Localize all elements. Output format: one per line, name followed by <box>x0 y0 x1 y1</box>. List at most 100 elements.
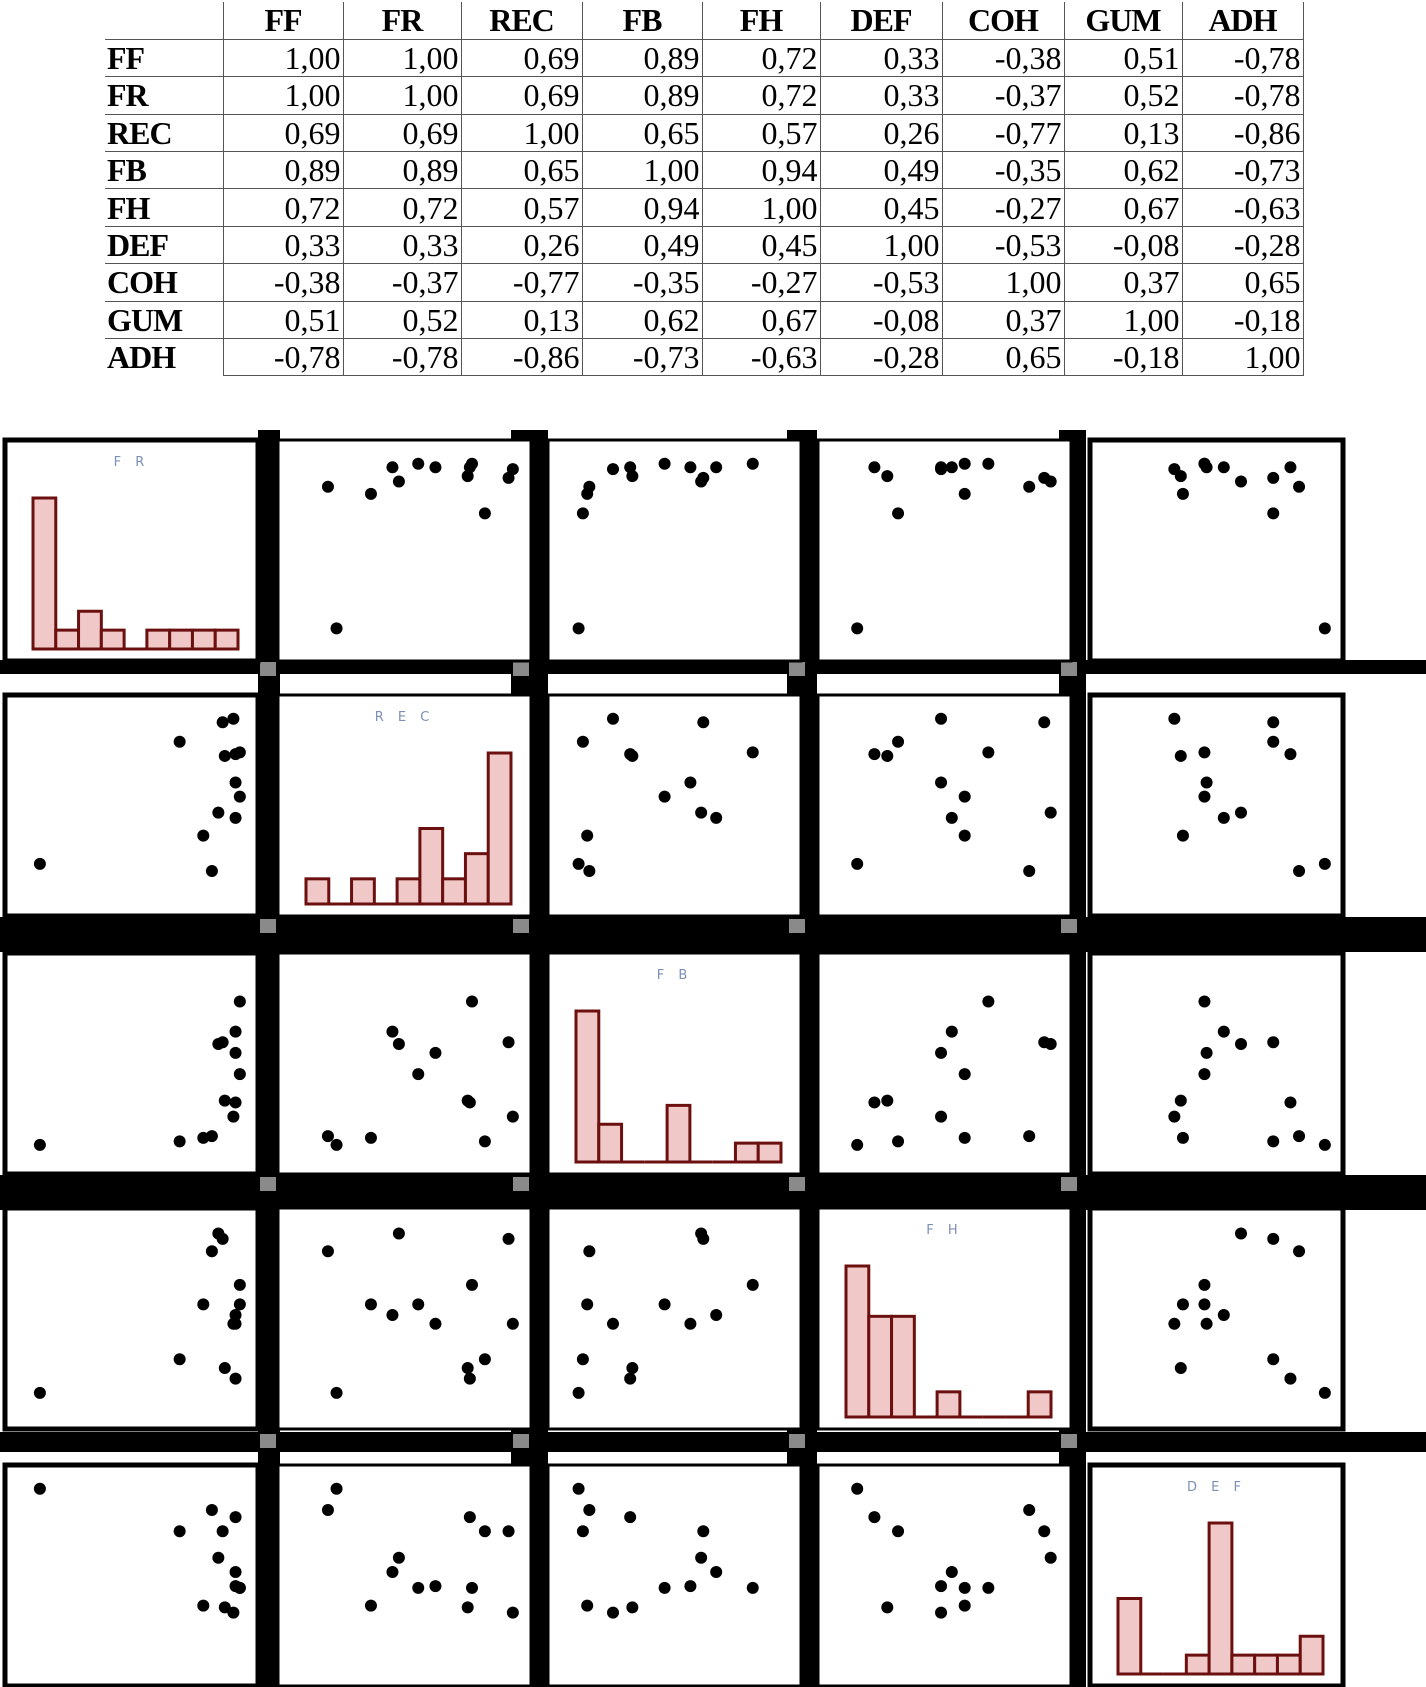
scatter-point <box>583 480 596 493</box>
panel-fr-rec <box>276 438 533 663</box>
scatter-point <box>1235 1227 1247 1240</box>
panel-def-fh <box>816 1463 1073 1687</box>
histogram-bar <box>1275 1653 1302 1676</box>
panel-fh-fr <box>2 1205 261 1432</box>
table-cell: 0,67 <box>701 301 820 340</box>
panel-fr-fr: F R <box>2 437 261 664</box>
scatter-point <box>466 1581 478 1594</box>
scatter-point <box>1198 995 1211 1008</box>
diagonal-variable-label: R E C <box>375 710 435 725</box>
scatter-point <box>227 1606 240 1619</box>
scatter-point <box>710 1565 723 1578</box>
table-row: REC 0,69 0,69 1,00 0,65 0,57 0,26 -0,77 0,13 -0,8… <box>105 114 1304 153</box>
scatter-point <box>173 1135 186 1148</box>
scatter-point <box>502 1036 515 1049</box>
panel-frame <box>276 951 533 1176</box>
panel-fr-fh <box>816 438 1073 663</box>
panel-fh-fh: F H <box>816 1206 1073 1431</box>
table-cell: 0,62 <box>581 301 702 340</box>
table-body: FF 1,00 1,00 0,69 0,89 0,72 0,33 -0,38 0,51 -0,78… <box>105 39 1304 377</box>
table-corner <box>105 2 223 40</box>
scatter-point <box>1023 480 1036 493</box>
band-junction <box>789 662 805 676</box>
row-header: FB <box>105 151 223 190</box>
scatter-point <box>710 461 723 474</box>
scatter-point <box>746 746 759 759</box>
panel-def-def: D E F <box>1087 1462 1346 1687</box>
panel-rec-fr <box>2 692 261 919</box>
histogram-bar <box>1116 1597 1143 1676</box>
scatter-point <box>881 749 894 762</box>
histogram-bar <box>574 1009 601 1164</box>
scatter-point <box>892 507 905 520</box>
table-cell: -0,08 <box>819 301 942 340</box>
scatter-point <box>607 1317 619 1330</box>
scatter-point <box>502 1232 515 1245</box>
scatter-point <box>229 811 242 824</box>
histogram-bar <box>486 751 513 906</box>
table-cell: -0,53 <box>941 226 1064 265</box>
table-cell: 0,62 <box>1063 151 1182 190</box>
scatter-point <box>868 748 881 761</box>
table-cell: 1,00 <box>1063 301 1182 340</box>
scatter-point <box>945 1565 958 1578</box>
panel-separator-band <box>0 1175 1426 1210</box>
scatter-point <box>1174 1362 1187 1375</box>
table-cell: -0,18 <box>1063 338 1182 377</box>
scatter-point <box>1235 806 1247 819</box>
table-cell: 0,37 <box>941 301 1064 340</box>
scatter-point <box>1267 1232 1280 1245</box>
scatter-point <box>572 1386 585 1399</box>
scatter-point <box>1038 1525 1051 1538</box>
scatter-point <box>572 857 585 870</box>
scatter-point <box>851 622 864 635</box>
scatter-point <box>392 475 405 488</box>
band-junction <box>789 1434 805 1448</box>
scatter-point <box>892 1135 905 1148</box>
scatter-point <box>229 1025 242 1038</box>
table-cell: 1,00 <box>581 151 702 190</box>
scatter-point <box>1168 1317 1181 1330</box>
scatter-point <box>386 1025 399 1038</box>
column-header: FH <box>701 2 820 40</box>
panel-fb-fb: F B <box>546 951 803 1176</box>
panel-fr-def <box>1087 437 1346 664</box>
scatter-point <box>233 995 246 1008</box>
histogram-bar <box>1026 1390 1053 1419</box>
table-cell: 0,49 <box>819 151 942 190</box>
table-cell: 0,45 <box>701 226 820 265</box>
scatter-point <box>502 1525 515 1538</box>
scatter-point <box>330 1138 343 1151</box>
scatter-point <box>1284 1372 1297 1385</box>
table-cell: 0,69 <box>342 114 461 153</box>
scatter-point <box>466 995 478 1008</box>
scatter-point <box>216 716 229 729</box>
scatter-point <box>935 712 948 725</box>
scatter-point <box>892 735 905 748</box>
scatter-point <box>710 811 723 824</box>
scatter-point <box>392 1551 405 1564</box>
panel-fb-fh <box>816 951 1073 1176</box>
table-cell: -0,86 <box>1181 114 1304 153</box>
scatter-point <box>607 712 619 725</box>
histogram-bar <box>350 877 376 906</box>
scatter-point <box>881 1601 894 1614</box>
histogram-bar <box>54 628 81 651</box>
scatter-point <box>233 1278 246 1291</box>
scatter-point <box>607 1606 619 1619</box>
table-row: FB 0,89 0,89 0,65 1,00 0,94 0,49 -0,35 0,62 -0,73 <box>105 151 1304 190</box>
histogram-bar <box>844 1264 871 1419</box>
scatter-point <box>233 1068 246 1081</box>
table-cell: 0,45 <box>819 188 942 227</box>
table-cell: 0,72 <box>701 76 820 115</box>
scatter-point <box>697 471 710 484</box>
scatter-point <box>229 1580 242 1593</box>
histogram-bar <box>190 628 217 651</box>
table-cell: 0,33 <box>819 39 942 78</box>
table-cell: 1,00 <box>222 39 343 78</box>
table-cell: 0,33 <box>819 76 942 115</box>
table-cell: -0,27 <box>941 188 1064 227</box>
scatter-point <box>461 1362 474 1375</box>
table-row: ADH -0,78 -0,78 -0,86 -0,73 -0,63 -0,28 0,65 -0,… <box>105 338 1304 377</box>
scatter-point <box>982 457 995 470</box>
